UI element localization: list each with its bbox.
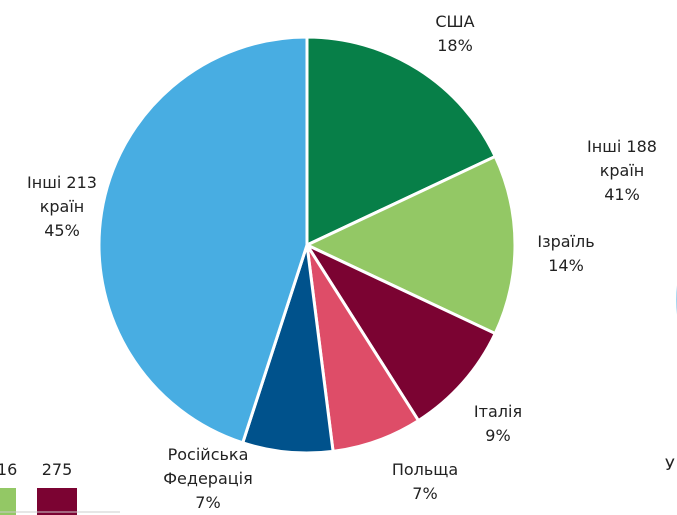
category-label: Італія (473, 402, 523, 421)
pie-slice (305, 35, 498, 248)
bar (37, 488, 77, 515)
pie-slice (303, 154, 517, 336)
bar-value-label: 275 (42, 460, 73, 479)
value-label: 7% (412, 484, 438, 503)
category-label: Інші 213 країн (27, 173, 97, 216)
slice-label: США 18% (410, 10, 500, 58)
value-label: 45% (44, 221, 80, 240)
slice-label: Інші 213 країн 45% (12, 171, 112, 243)
category-label: Польща (391, 460, 459, 479)
bar-value-label: 216 (0, 460, 17, 479)
category-label: Ізраїль (537, 232, 595, 251)
category-label: Інші 188 країн (587, 137, 657, 180)
value-label: 9% (485, 426, 511, 445)
category-label: Російська Федерація (163, 445, 253, 488)
annotation: У (665, 455, 675, 474)
pie-slice (302, 241, 498, 423)
slice-label: Італія 9% (453, 400, 543, 448)
slice-label: Ізраїль 14% (521, 230, 611, 278)
value-label: 18% (437, 36, 473, 55)
value-label: 41% (604, 185, 640, 204)
slice-label: Російська Федерація 7% (148, 443, 268, 515)
value-label: 14% (548, 256, 584, 275)
category-label: США (435, 12, 475, 31)
slice-label: Польща 7% (380, 458, 470, 506)
pie-slice (97, 35, 309, 445)
value-label: 7% (195, 493, 221, 512)
bar (0, 488, 16, 515)
slice-label: Інші 188 країн 41% (572, 135, 672, 207)
